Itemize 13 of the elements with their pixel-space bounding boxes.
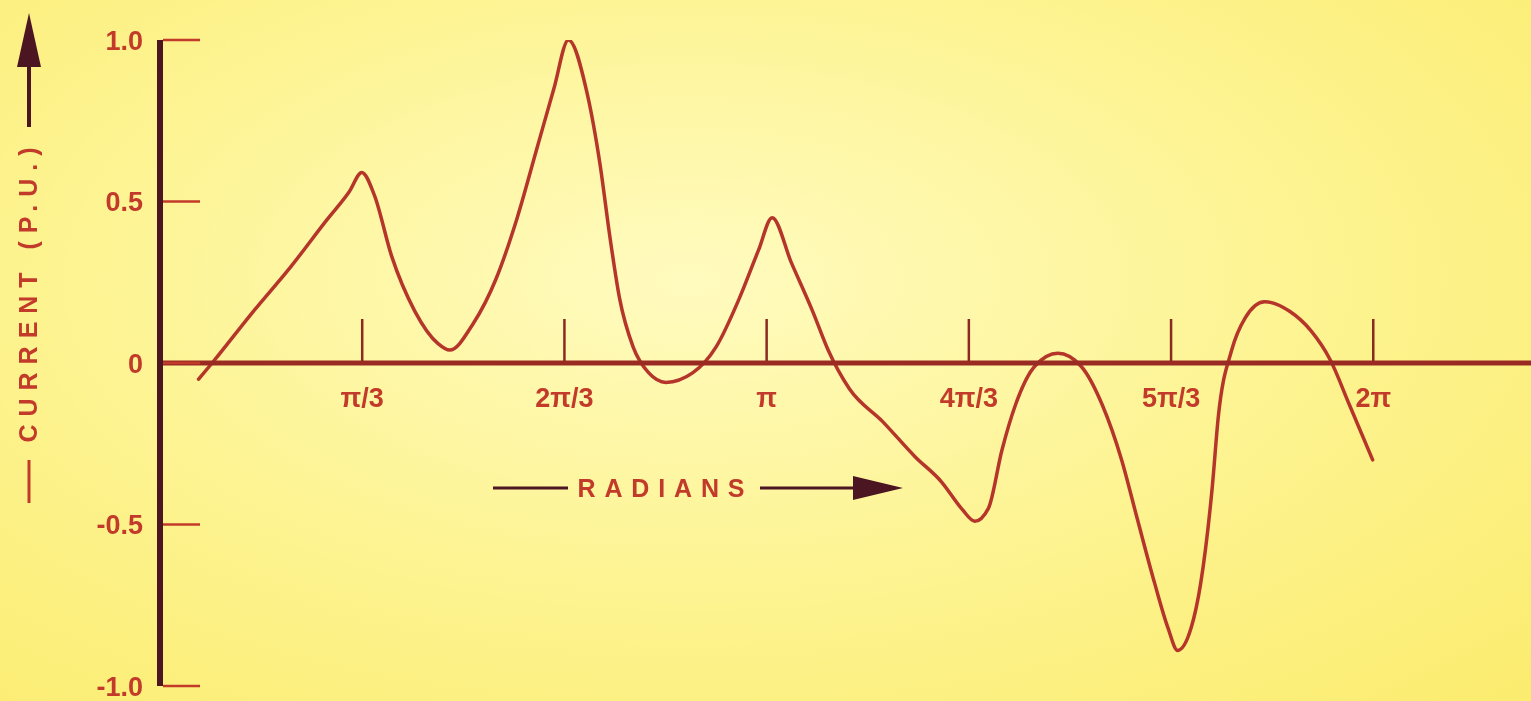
y-tick-label: -0.5 xyxy=(96,510,143,541)
x-tick-label: 2π xyxy=(1355,383,1392,413)
x-axis-title: RADIANS xyxy=(577,474,745,502)
y-tick-label: -1.0 xyxy=(96,671,143,701)
x-tick-label: 4π/3 xyxy=(939,383,998,413)
y-tick-label: 1.0 xyxy=(105,25,143,56)
x-tick-label: π xyxy=(756,383,777,413)
y-tick-label: 0 xyxy=(127,348,143,379)
x-tick-label: 2π/3 xyxy=(535,383,594,413)
x-tick-label: π/3 xyxy=(340,383,384,413)
y-tick-label: 0.5 xyxy=(105,187,143,218)
x-tick-label: 5π/3 xyxy=(1141,383,1201,413)
y-axis-title: CURRENT (P.U.) xyxy=(14,147,42,443)
